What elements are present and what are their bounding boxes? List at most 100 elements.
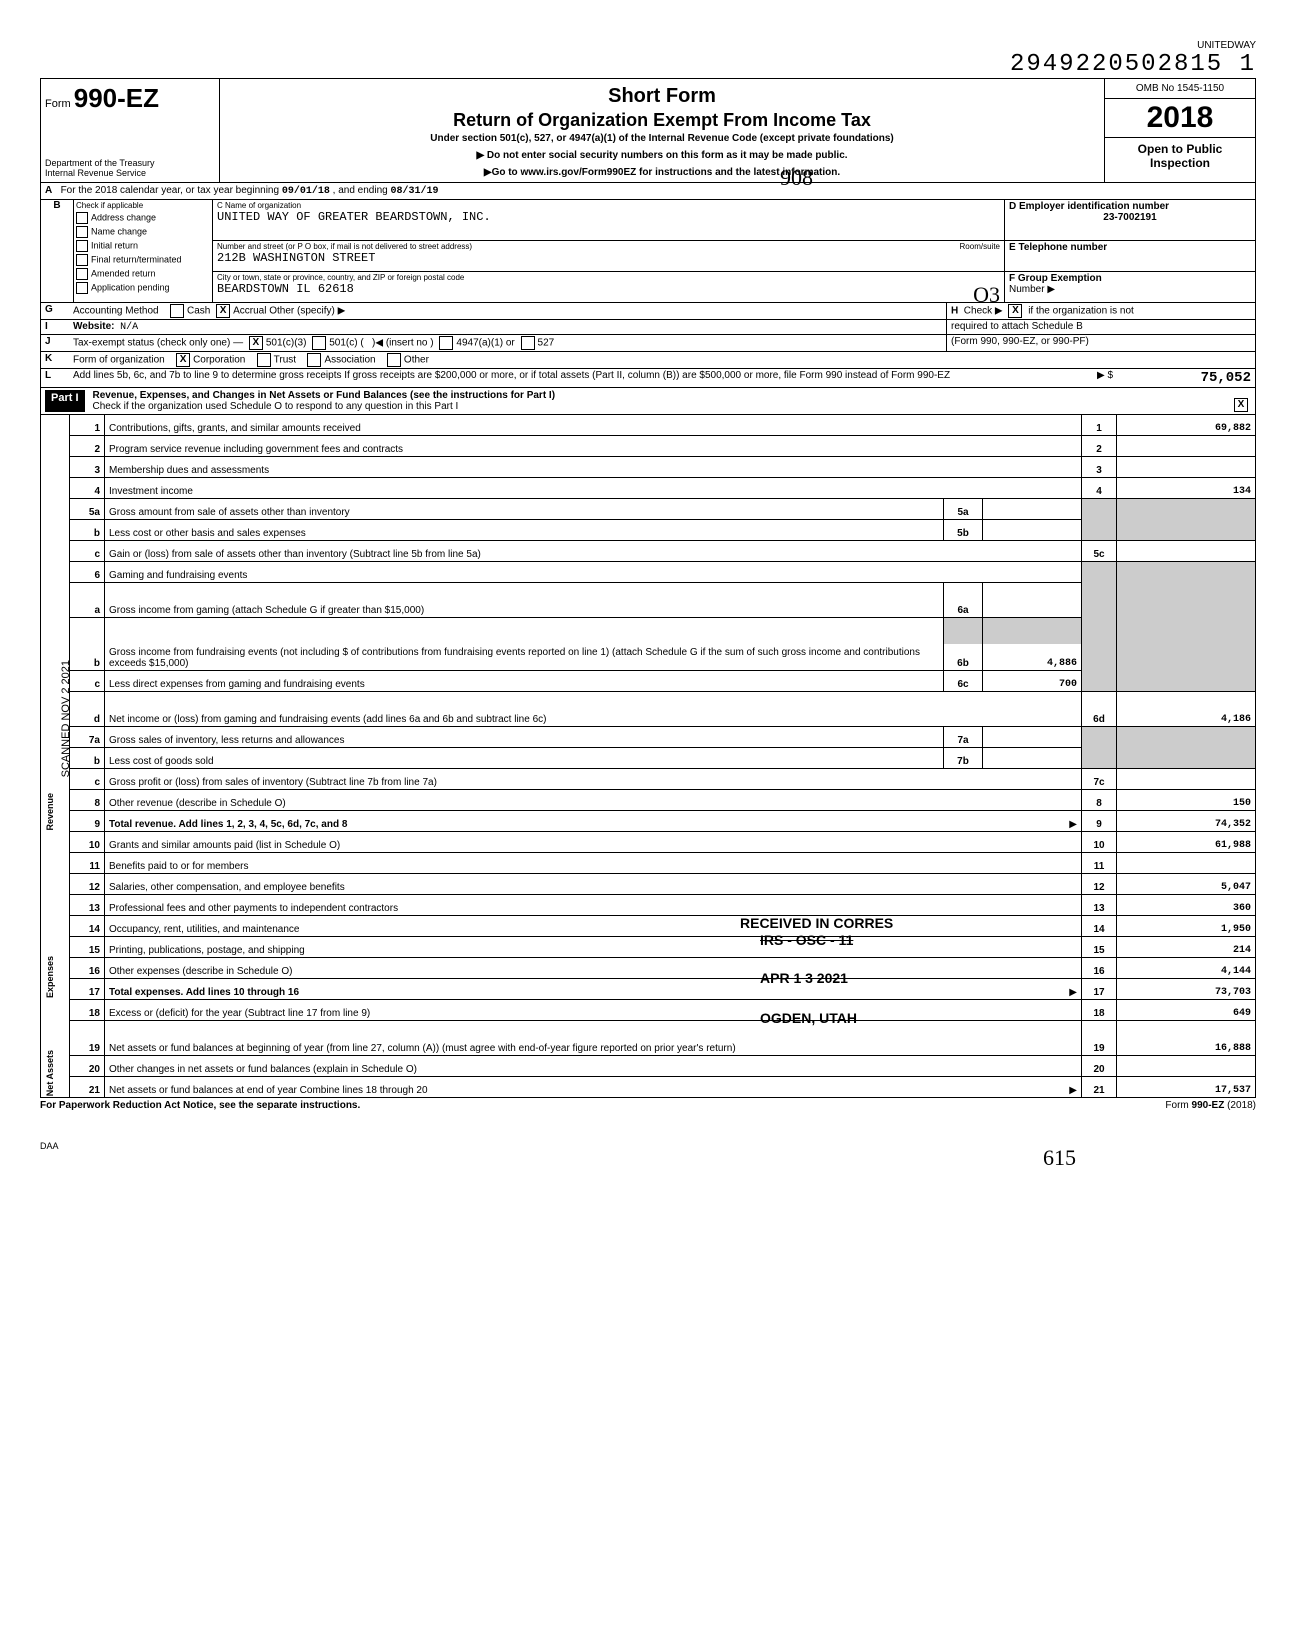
line14-desc: Occupancy, rent, utilities, and maintena… — [105, 916, 1082, 937]
subtitle: Under section 501(c), 527, or 4947(a)(1)… — [228, 133, 1096, 144]
tax-year-end[interactable]: 08/31/19 — [390, 186, 438, 197]
line6c-subval: 700 — [983, 671, 1082, 692]
line7c-desc: Gross profit or (loss) from sales of inv… — [105, 769, 1082, 790]
lbl-trust: Trust — [274, 355, 296, 366]
label-a: A — [45, 185, 52, 196]
chk-501c3[interactable] — [249, 336, 263, 350]
line6b-subval: 4,886 — [983, 644, 1082, 671]
line-l-arrow: ▶ $ — [1049, 369, 1117, 387]
line11-desc: Benefits paid to or for members — [105, 853, 1082, 874]
line10-desc: Grants and similar amounts paid (list in… — [105, 832, 1082, 853]
line6d-desc: Net income or (loss) from gaming and fun… — [105, 692, 1082, 727]
lbl-name-change: Name change — [91, 226, 147, 236]
label-j: J — [41, 335, 69, 351]
title-short-form: Short Form — [228, 85, 1096, 108]
chk-amended[interactable] — [76, 268, 88, 280]
lbl-amended: Amended return — [91, 268, 156, 278]
line8-val: 150 — [1117, 790, 1256, 811]
form-prefix: Form — [45, 98, 71, 110]
lbl-final-return: Final return/terminated — [91, 254, 182, 264]
title-return: Return of Organization Exempt From Incom… — [228, 110, 1096, 131]
line20-desc: Other changes in net assets or fund bala… — [105, 1056, 1082, 1077]
line19-val: 16,888 — [1117, 1021, 1256, 1056]
chk-name-change[interactable] — [76, 226, 88, 238]
lbl-cash: Cash — [187, 306, 210, 317]
lbl-pending: Application pending — [91, 282, 170, 292]
line2-val — [1117, 436, 1256, 457]
line15-val: 214 — [1117, 937, 1256, 958]
line9-desc: Total revenue. Add lines 1, 2, 3, 4, 5c,… — [109, 819, 347, 830]
label-l: L — [41, 369, 69, 387]
brand-label: UNITEDWAY — [40, 40, 1256, 51]
section-revenue: Revenue — [45, 793, 55, 831]
line-l-text: Add lines 5b, 6c, and 7b to line 9 to de… — [69, 369, 1049, 387]
dept-irs: Internal Revenue Service — [45, 168, 215, 178]
block-b: B Check if applicable Address change Nam… — [40, 200, 1256, 303]
chk-cash[interactable] — [170, 304, 184, 318]
lines-table: Revenue 1Contributions, gifts, grants, a… — [40, 415, 1256, 1098]
line6c-sub: 6c — [944, 671, 983, 692]
lbl-accrual: Accrual — [233, 306, 266, 317]
line7b-sub: 7b — [944, 748, 983, 769]
line5c-desc: Gain or (loss) from sale of assets other… — [105, 541, 1082, 562]
line5b-desc: Less cost or other basis and sales expen… — [105, 520, 944, 541]
h-text2: if the organization is not — [1028, 306, 1134, 317]
chk-association[interactable] — [307, 353, 321, 367]
chk-schedule-o[interactable] — [1234, 398, 1248, 412]
ein[interactable]: 23-7002191 — [1009, 212, 1251, 223]
chk-501c[interactable] — [312, 336, 326, 350]
lbl-insert: ◀ (insert no ) — [375, 338, 433, 349]
chk-other-org[interactable] — [387, 353, 401, 367]
chk-final-return[interactable] — [76, 254, 88, 266]
h-text3: required to attach Schedule B — [946, 320, 1255, 334]
line3-desc: Membership dues and assessments — [105, 457, 1082, 478]
line6d-val: 4,186 — [1117, 692, 1256, 727]
chk-schedule-b[interactable] — [1008, 304, 1022, 318]
tax-year-begin[interactable]: 09/01/18 — [282, 186, 330, 197]
org-name[interactable]: UNITED WAY OF GREATER BEARDSTOWN, INC. — [217, 210, 1000, 224]
dln-number: 2949220502815 1 — [40, 51, 1256, 78]
footer-form: Form 990-EZ (2018) — [1165, 1100, 1256, 1111]
chk-527[interactable] — [521, 336, 535, 350]
line7a-sub: 7a — [944, 727, 983, 748]
lbl-corporation: Corporation — [193, 355, 245, 366]
line-a-text2: , and ending — [333, 185, 388, 196]
line21-arrow: ▶ — [1069, 1085, 1077, 1096]
chk-trust[interactable] — [257, 353, 271, 367]
chk-address-change[interactable] — [76, 212, 88, 224]
part1-header: Part I — [45, 390, 85, 412]
chk-4947[interactable] — [439, 336, 453, 350]
label-g: G — [41, 303, 69, 319]
line-a: A For the 2018 calendar year, or tax yea… — [40, 183, 1256, 200]
label-b: B — [41, 200, 74, 302]
line7b-desc: Less cost of goods sold — [105, 748, 944, 769]
stamp-ogden: OGDEN, UTAH — [760, 1010, 857, 1026]
lbl-other-org: Other — [404, 355, 429, 366]
line3-val — [1117, 457, 1256, 478]
org-address[interactable]: 212B WASHINGTON STREET — [217, 251, 1000, 265]
form-number: 990-EZ — [74, 83, 159, 113]
line16-desc: Other expenses (describe in Schedule O) — [105, 958, 1082, 979]
chk-corporation[interactable] — [176, 353, 190, 367]
line6a-desc: Gross income from gaming (attach Schedul… — [105, 583, 944, 618]
website-val[interactable]: N/A — [120, 322, 138, 333]
line8-desc: Other revenue (describe in Schedule O) — [105, 790, 1082, 811]
warning-ssn: ▶ Do not enter social security numbers o… — [228, 150, 1096, 161]
line11-val — [1117, 853, 1256, 874]
line5a-desc: Gross amount from sale of assets other t… — [105, 499, 944, 520]
accounting-method-label: Accounting Method — [73, 306, 159, 317]
open-public-2: Inspection — [1109, 156, 1251, 170]
line4-val: 134 — [1117, 478, 1256, 499]
form-header-box: Form 990-EZ Department of the Treasury I… — [40, 78, 1256, 183]
h-text4: (Form 990, 990-EZ, or 990-PF) — [946, 335, 1255, 351]
chk-pending[interactable] — [76, 282, 88, 294]
line1-val: 69,882 — [1117, 415, 1256, 436]
chk-accrual[interactable] — [216, 304, 230, 318]
h-check-text: Check ▶ — [964, 306, 1003, 317]
chk-initial-return[interactable] — [76, 240, 88, 252]
lbl-association: Association — [324, 355, 375, 366]
label-f: F Group Exemption — [1009, 273, 1251, 284]
stamp-irs: IRS - OSC - 11 — [760, 932, 853, 948]
label-k: K — [41, 352, 69, 368]
label-f-sub: Number ▶ — [1009, 284, 1251, 295]
